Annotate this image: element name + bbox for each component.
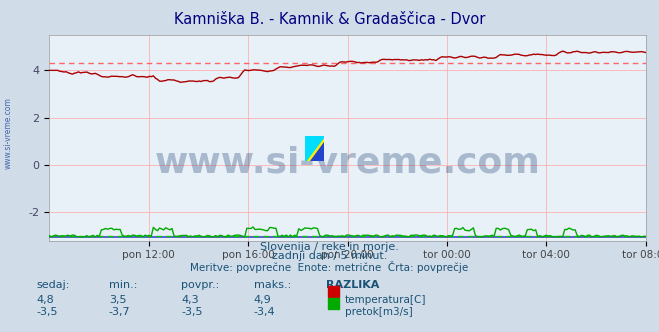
Text: pretok[m3/s]: pretok[m3/s] xyxy=(345,307,413,317)
Text: 4,8: 4,8 xyxy=(36,295,54,305)
Text: www.si-vreme.com: www.si-vreme.com xyxy=(4,97,13,169)
Text: 3,5: 3,5 xyxy=(109,295,127,305)
Text: maks.:: maks.: xyxy=(254,280,291,290)
Polygon shape xyxy=(305,136,324,161)
Text: -3,4: -3,4 xyxy=(254,307,275,317)
Polygon shape xyxy=(310,142,324,161)
Text: sedaj:: sedaj: xyxy=(36,280,70,290)
Text: Slovenija / reke in morje.: Slovenija / reke in morje. xyxy=(260,242,399,252)
Text: Meritve: povprečne  Enote: metrične  Črta: povprečje: Meritve: povprečne Enote: metrične Črta:… xyxy=(190,261,469,273)
Text: povpr.:: povpr.: xyxy=(181,280,219,290)
Text: temperatura[C]: temperatura[C] xyxy=(345,295,426,305)
Text: www.si-vreme.com: www.si-vreme.com xyxy=(155,145,540,180)
Text: 4,9: 4,9 xyxy=(254,295,272,305)
Text: -3,5: -3,5 xyxy=(36,307,58,317)
Text: -3,7: -3,7 xyxy=(109,307,130,317)
Text: 4,3: 4,3 xyxy=(181,295,199,305)
Polygon shape xyxy=(305,136,324,161)
Text: RAZLIKA: RAZLIKA xyxy=(326,280,380,290)
Text: min.:: min.: xyxy=(109,280,137,290)
Text: -3,5: -3,5 xyxy=(181,307,203,317)
Text: zadnji dan / 5 minut.: zadnji dan / 5 minut. xyxy=(272,251,387,261)
Text: Kamniška B. - Kamnik & Gradaščica - Dvor: Kamniška B. - Kamnik & Gradaščica - Dvor xyxy=(174,12,485,27)
